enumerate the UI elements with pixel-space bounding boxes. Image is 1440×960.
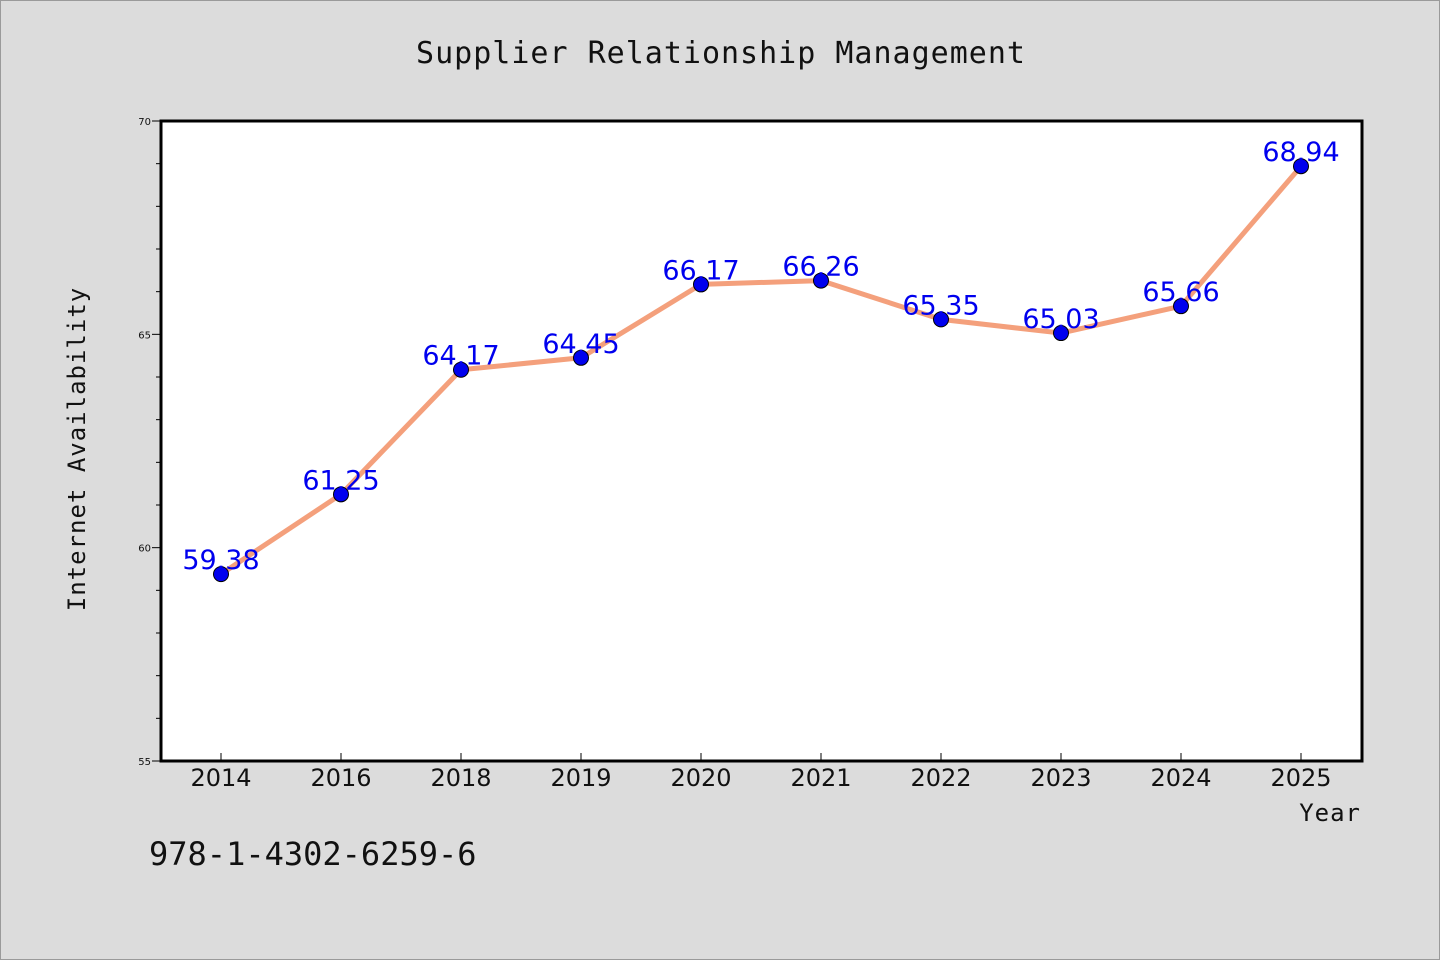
data-point xyxy=(333,486,349,503)
y-axis-title: Internet Availability xyxy=(63,287,91,611)
data-label: 65.35 xyxy=(902,290,979,321)
series-layer xyxy=(213,158,1309,583)
x-axis: 2014 2016 2018 2019 2020 2021 2022 2023 2024 2025 xyxy=(190,753,1332,792)
data-labels-layer: 59.38 61.25 64.17 64.45 66.17 66.26 65.35 65.03… xyxy=(182,137,1339,576)
x-tick-label: 2018 xyxy=(430,764,491,792)
y-tick-label: 70 xyxy=(138,117,151,128)
plot-area xyxy=(159,119,1364,763)
chart-title: Supplier Relationship Management xyxy=(416,36,1026,71)
data-label: 66.17 xyxy=(662,255,739,286)
data-label: 66.26 xyxy=(782,252,859,283)
x-tick-label: 2022 xyxy=(910,764,971,792)
x-tick-label: 2019 xyxy=(550,764,611,792)
y-tick-label: 55 xyxy=(138,757,151,768)
data-point xyxy=(693,276,709,293)
data-label: 59.38 xyxy=(182,545,259,576)
series-line xyxy=(218,163,1304,577)
data-label: 64.45 xyxy=(542,329,619,360)
data-point xyxy=(453,361,469,378)
data-point xyxy=(213,566,229,583)
x-tick-label: 2023 xyxy=(1030,764,1091,792)
data-label: 64.17 xyxy=(422,341,499,372)
data-point xyxy=(573,349,589,366)
x-tick-label: 2020 xyxy=(670,764,731,792)
x-tick-label: 2021 xyxy=(790,764,851,792)
x-tick-label: 2014 xyxy=(190,764,251,792)
data-point xyxy=(813,272,829,289)
x-tick-label: 2025 xyxy=(1270,764,1331,792)
y-tick-label: 60 xyxy=(138,544,151,555)
data-label: 68.94 xyxy=(1262,137,1339,168)
data-point xyxy=(1053,325,1069,342)
data-label: 65.03 xyxy=(1022,304,1099,335)
x-tick-label: 2016 xyxy=(310,764,371,792)
data-point xyxy=(933,311,949,328)
data-point xyxy=(1293,158,1309,175)
isbn-code: 978-1-4302-6259-6 xyxy=(149,835,477,873)
y-axis: 55 60 65 70 xyxy=(138,117,161,768)
x-tick-label: 2024 xyxy=(1150,764,1211,792)
data-label: 61.25 xyxy=(302,465,379,496)
y-tick-label: 65 xyxy=(138,330,151,341)
data-label: 65.66 xyxy=(1142,277,1219,308)
x-axis-title: Year xyxy=(1299,799,1361,827)
data-point xyxy=(1173,298,1189,315)
